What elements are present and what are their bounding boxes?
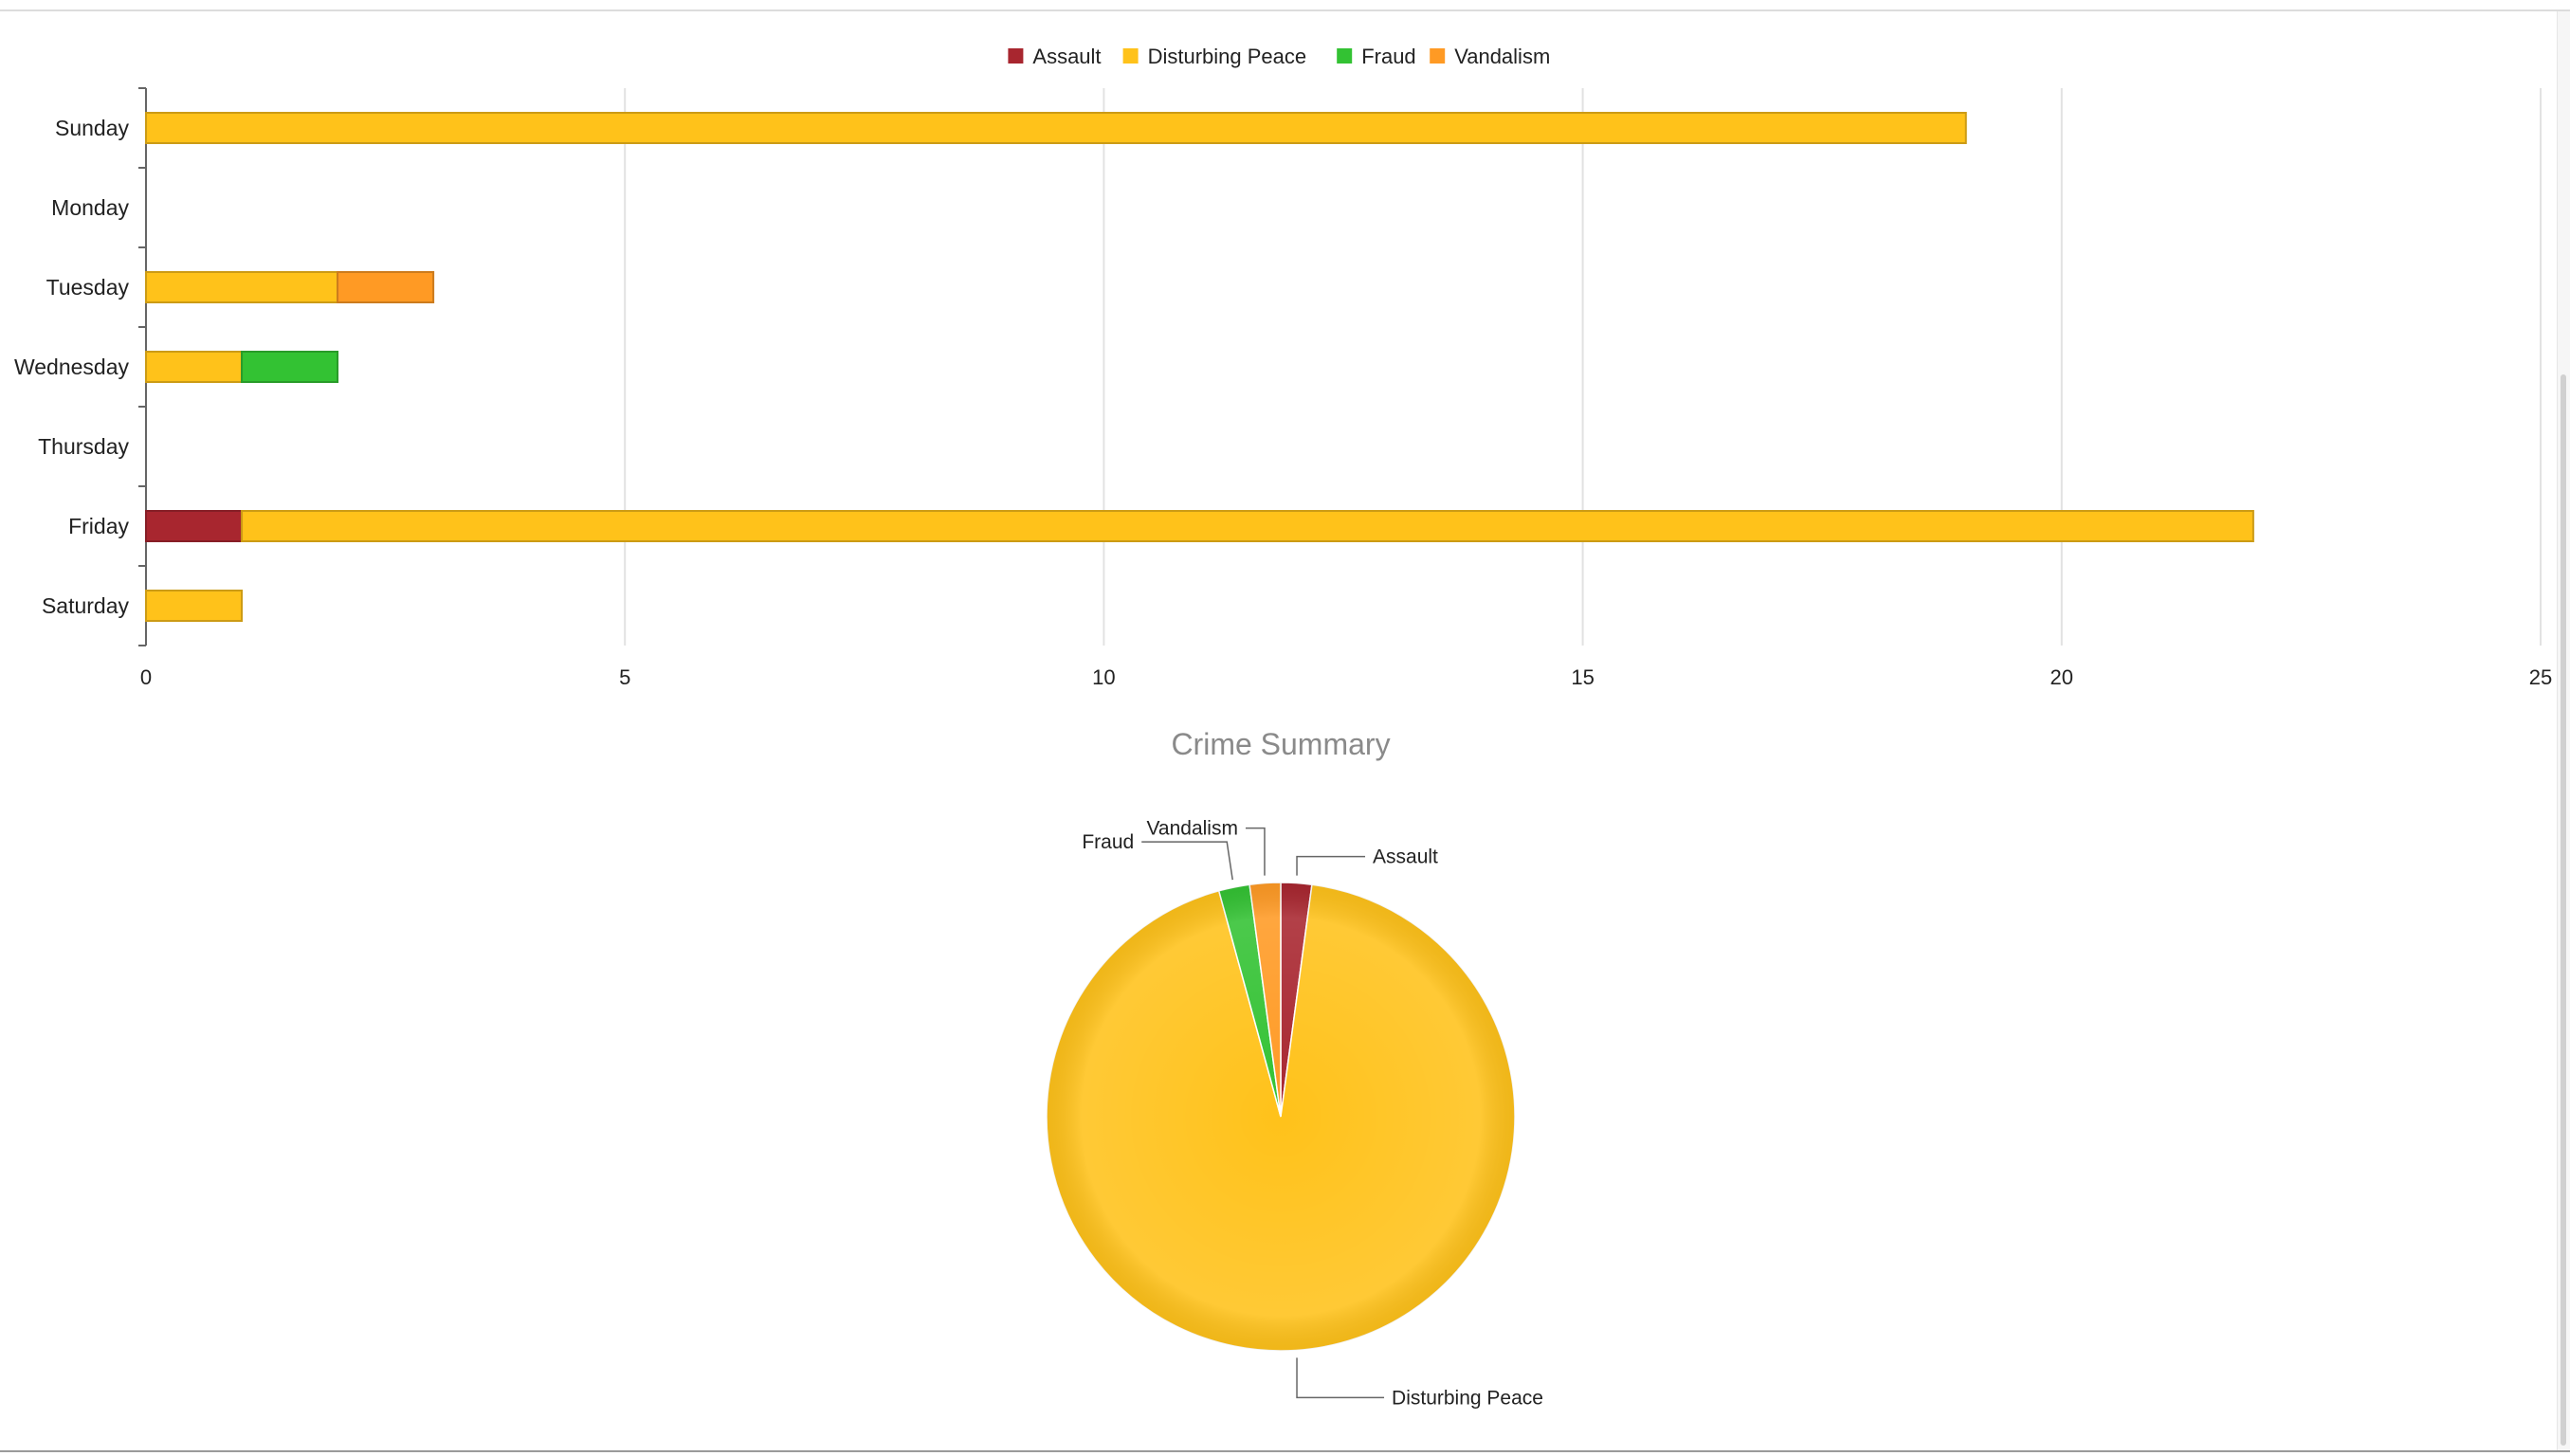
top-divider xyxy=(0,0,2570,11)
scrollbar-thumb[interactable] xyxy=(2561,374,2566,1446)
legend-label: Fraud xyxy=(1361,45,1415,68)
category-label-monday: Monday xyxy=(51,195,129,220)
legend-label: Disturbing Peace xyxy=(1148,45,1307,68)
bar-fraud-wednesday[interactable] xyxy=(241,351,339,383)
bottom-divider xyxy=(0,1450,2570,1456)
bar-disturbing-peace-friday[interactable] xyxy=(241,510,2254,542)
category-label-saturday: Saturday xyxy=(42,593,130,618)
pie-label-disturbing-peace: Disturbing Peace xyxy=(1392,1387,1543,1409)
pie-label-fraud: Fraud xyxy=(1082,831,1134,853)
category-label-tuesday: Tuesday xyxy=(46,275,130,300)
category-labels: Sunday Monday Tuesday Wednesday Thursday Frid… xyxy=(14,116,130,618)
legend-swatch xyxy=(1430,48,1446,64)
bar-axis xyxy=(138,87,147,646)
x-tick-label: 15 xyxy=(1571,665,1594,689)
x-tick-label: 20 xyxy=(2051,665,2073,689)
legend-item-fraud[interactable]: Fraud xyxy=(1337,45,1416,68)
category-label-wednesday: Wednesday xyxy=(14,355,130,379)
pie-title: Crime Summary xyxy=(1171,727,1390,761)
bar-disturbing-peace-wednesday[interactable] xyxy=(145,351,244,383)
x-tick-label: 0 xyxy=(140,665,152,689)
pie-connector-fraud xyxy=(1141,841,1233,881)
legend-label: Assault xyxy=(1032,45,1101,68)
legend-item-vandalism[interactable]: Vandalism xyxy=(1430,45,1550,68)
bar-disturbing-peace-saturday[interactable] xyxy=(145,590,244,622)
legend-swatch xyxy=(1008,48,1024,64)
pie-connector-vandalism xyxy=(1245,827,1266,876)
category-label-sunday: Sunday xyxy=(55,116,130,140)
pie-labels: Assault Disturbing Peace Fraud Vandalism xyxy=(1082,818,1543,1410)
legend-swatch xyxy=(1337,48,1353,64)
category-label-friday: Friday xyxy=(68,514,129,538)
category-label-thursday: Thursday xyxy=(38,434,129,459)
bar-grid xyxy=(624,88,2542,646)
x-tick-label: 5 xyxy=(619,665,630,689)
legend-item-disturbing-peace[interactable]: Disturbing Peace xyxy=(1122,45,1307,68)
pie-label-assault: Assault xyxy=(1373,846,1438,868)
chart-legend: Assault Disturbing Peace Fraud Vandalism xyxy=(1008,45,1550,68)
bar-bars xyxy=(145,112,2254,622)
x-tick-labels: 0 5 10 15 20 25 xyxy=(140,665,2552,689)
legend-swatch xyxy=(1122,48,1139,64)
bar-disturbing-peace-tuesday[interactable] xyxy=(145,271,339,303)
pie-label-vandalism: Vandalism xyxy=(1146,818,1238,840)
legend-item-assault[interactable]: Assault xyxy=(1008,45,1102,68)
x-tick-label: 10 xyxy=(1092,665,1115,689)
pie-slices xyxy=(1046,882,1516,1352)
pie-connector-assault xyxy=(1296,855,1366,876)
pie-connector-disturbing-peace xyxy=(1296,1357,1385,1399)
stacked-bar-chart: Sunday Monday Tuesday Wednesday Thursday Frid… xyxy=(14,45,2552,689)
pie-chart: Crime Summary Assault Disturbing Peace Fra… xyxy=(1046,727,1543,1410)
x-tick-label: 25 xyxy=(2529,665,2552,689)
bar-disturbing-peace-sunday[interactable] xyxy=(145,112,1967,144)
bar-assault-friday[interactable] xyxy=(145,510,244,542)
legend-label: Vandalism xyxy=(1454,45,1550,68)
bar-vandalism-tuesday[interactable] xyxy=(337,271,435,303)
